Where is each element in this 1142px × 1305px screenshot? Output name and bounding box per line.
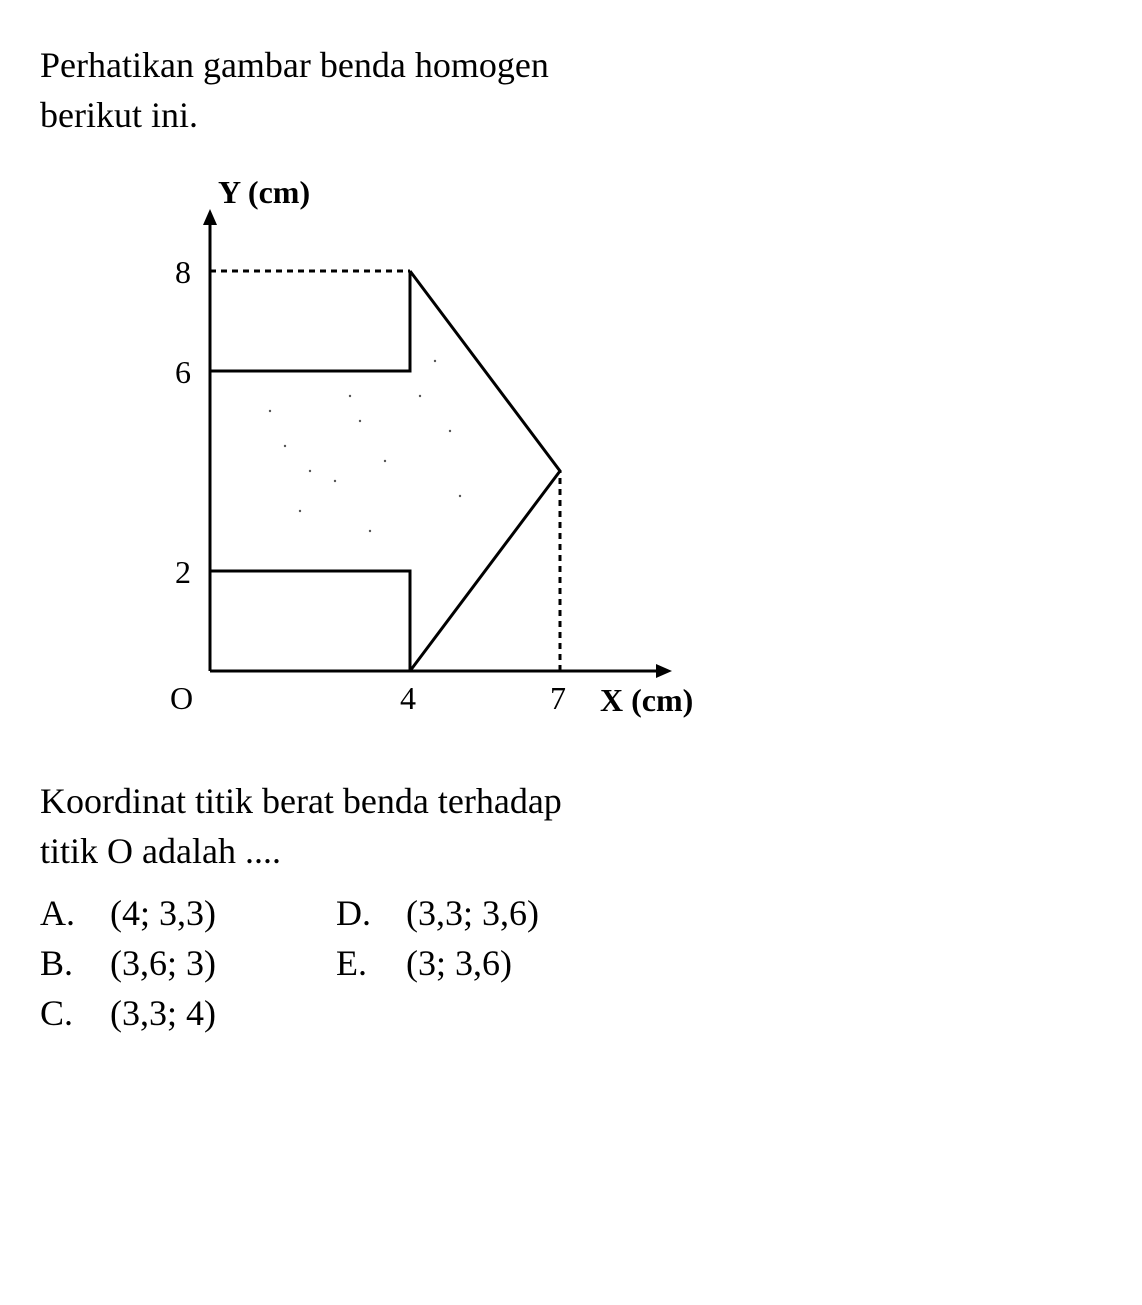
option-value: (3; 3,6) bbox=[406, 942, 539, 984]
option-value: (3,3; 4) bbox=[110, 992, 216, 1034]
svg-text:O: O bbox=[170, 680, 193, 716]
option-letter: A. bbox=[40, 892, 110, 934]
option-value: (3,6; 3) bbox=[110, 942, 216, 984]
option-letter: E. bbox=[336, 942, 406, 984]
intro-line1: Perhatikan gambar benda homogen bbox=[40, 45, 549, 85]
prompt-line2: titik O adalah .... bbox=[40, 831, 281, 871]
svg-text:8: 8 bbox=[175, 254, 191, 290]
options-column-2: D. (3,3; 3,6) E. (3; 3,6) bbox=[336, 892, 539, 1034]
svg-text:2: 2 bbox=[175, 554, 191, 590]
option-letter: C. bbox=[40, 992, 110, 1034]
option-b: B. (3,6; 3) bbox=[40, 942, 216, 984]
question-prompt: Koordinat titik berat benda terhadap tit… bbox=[40, 776, 1102, 877]
prompt-line1: Koordinat titik berat benda terhadap bbox=[40, 781, 562, 821]
option-letter: B. bbox=[40, 942, 110, 984]
options-container: A. (4; 3,3) B. (3,6; 3) C. (3,3; 4) D. (… bbox=[40, 892, 1102, 1034]
option-c: C. (3,3; 4) bbox=[40, 992, 216, 1034]
intro-line2: berikut ini. bbox=[40, 95, 198, 135]
options-column-1: A. (4; 3,3) B. (3,6; 3) C. (3,3; 4) bbox=[40, 892, 216, 1034]
option-value: (4; 3,3) bbox=[110, 892, 216, 934]
svg-text:7: 7 bbox=[550, 680, 566, 716]
svg-text:X (cm): X (cm) bbox=[600, 682, 693, 718]
option-e: E. (3; 3,6) bbox=[336, 942, 539, 984]
option-d: D. (3,3; 3,6) bbox=[336, 892, 539, 934]
svg-text:Y (cm): Y (cm) bbox=[218, 174, 310, 210]
option-value: (3,3; 3,6) bbox=[406, 892, 539, 934]
svg-text:6: 6 bbox=[175, 354, 191, 390]
svg-text:4: 4 bbox=[400, 680, 416, 716]
figure-container: Y (cm) X (cm) O 2 6 8 4 7 bbox=[100, 161, 1102, 756]
option-letter: D. bbox=[336, 892, 406, 934]
question-intro: Perhatikan gambar benda homogen berikut … bbox=[40, 40, 1102, 141]
option-a: A. (4; 3,3) bbox=[40, 892, 216, 934]
arrow-diagram: Y (cm) X (cm) O 2 6 8 4 7 bbox=[100, 161, 700, 751]
